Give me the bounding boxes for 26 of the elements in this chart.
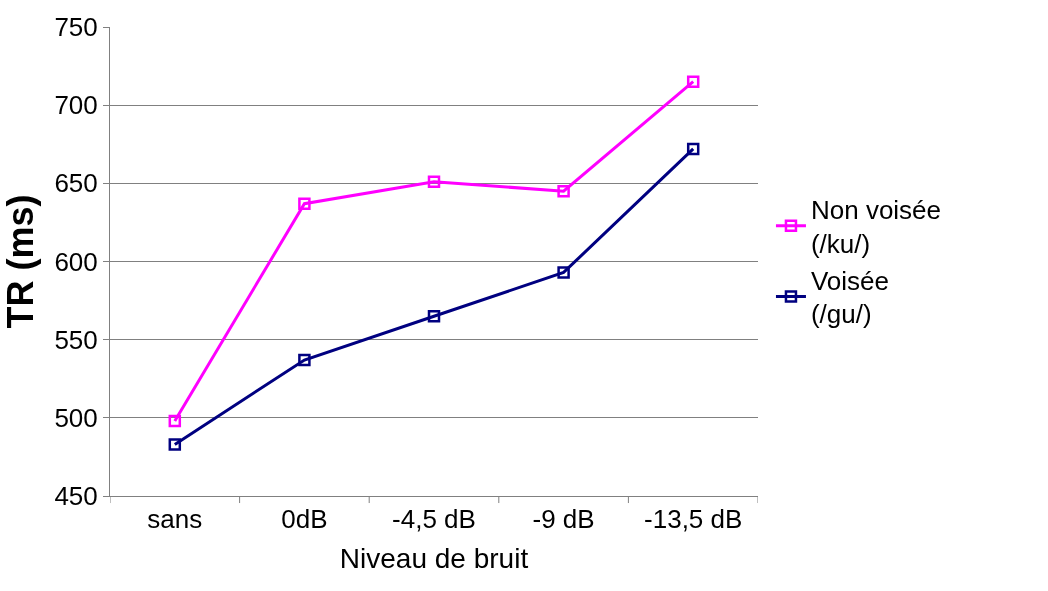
point: [686, 142, 700, 156]
legend-label: Voisée (/gu/): [810, 265, 890, 330]
x-tick-label: 0dB: [281, 504, 328, 535]
x-tick-label: -4,5 dB: [392, 504, 476, 535]
point: [427, 175, 441, 189]
x-tick-label: sans: [147, 504, 203, 535]
y-tick-label: 700: [54, 90, 98, 121]
point: [557, 266, 570, 279]
point: [298, 353, 311, 367]
y-tick-label: 750: [54, 12, 98, 43]
point: [427, 309, 441, 323]
y-tick-label: 450: [54, 481, 98, 512]
point: [298, 197, 311, 210]
legend-label: Non voisée (/ku/): [810, 195, 942, 259]
y-tick-label: 650: [54, 168, 98, 199]
point: [557, 184, 570, 198]
point: [168, 414, 182, 428]
y-tick-label: 550: [54, 324, 98, 355]
y-axis-title: TR (ms): [0, 194, 41, 329]
x-tick-label: -13,5 dB: [644, 504, 743, 535]
x-axis-title: Niveau de bruit: [339, 543, 529, 575]
y-tick-label: 500: [54, 402, 98, 433]
point: [168, 438, 182, 451]
point: [686, 75, 700, 88]
x-tick-label: -9 dB: [532, 504, 595, 535]
y-tick-label: 600: [54, 246, 98, 277]
